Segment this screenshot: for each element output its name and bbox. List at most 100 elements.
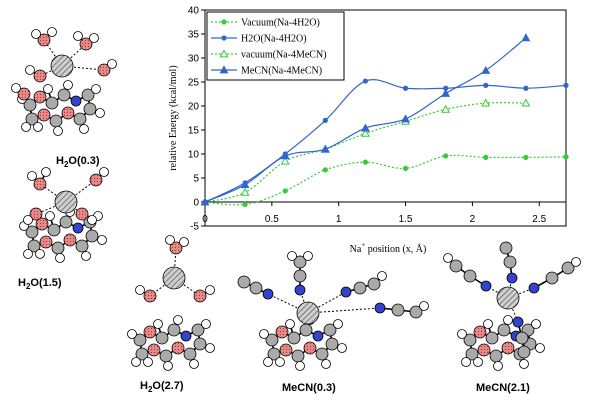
atom-C (465, 347, 479, 361)
legend-marker (221, 19, 227, 25)
legend-marker (221, 35, 227, 41)
atom-H (131, 357, 141, 367)
atom-C (133, 333, 147, 347)
atom-H (419, 301, 429, 311)
atom-H (135, 285, 145, 295)
atom-O (17, 87, 31, 101)
data-point (362, 78, 369, 84)
atom-C (83, 102, 97, 116)
data-point (200, 197, 210, 206)
atom-H (503, 315, 513, 325)
atom-Na (496, 286, 520, 310)
data-point (441, 88, 451, 97)
atom-H (461, 357, 471, 367)
atom-C (515, 331, 529, 345)
atom-H (11, 83, 21, 93)
atom-H (333, 319, 343, 329)
structure-label-mecn-0.3: MeCN(0.3) (282, 382, 336, 394)
atom-C (503, 255, 517, 269)
atom-C (51, 241, 65, 255)
data-point (360, 123, 370, 132)
data-point (320, 144, 330, 153)
legend-marker (219, 65, 229, 74)
x-tick-label: 1 (336, 214, 342, 225)
atom-C (409, 305, 423, 319)
atom-H (31, 29, 41, 39)
structure-label-h2o-2.7: H2O(2.7) (140, 380, 184, 395)
atom-H (285, 319, 295, 329)
legend: Vacuum(Na-4H2O) H2O(Na-4H2O) vacuum(Na-4Me… (206, 11, 345, 81)
atom-C (57, 88, 71, 102)
atom-H (127, 329, 137, 339)
atom-C (75, 239, 89, 253)
atom-O (61, 106, 75, 120)
atom-N (340, 286, 352, 298)
legend-label: H2O(Na-4H2O) (241, 34, 307, 45)
atom-O (303, 341, 317, 355)
atom-C (159, 349, 173, 363)
atom-H (95, 108, 105, 118)
atom-O (33, 69, 47, 83)
series-2 (200, 98, 531, 206)
atom-O (33, 177, 47, 191)
atom-H (81, 251, 91, 261)
atom-O (97, 63, 111, 77)
data-point (523, 85, 529, 91)
atom-H (91, 84, 101, 94)
atom-C (191, 323, 205, 337)
atom-O (147, 343, 161, 357)
coordination-bond (267, 293, 309, 314)
atom-H (201, 319, 211, 329)
atom-H (179, 237, 189, 247)
atom-O (169, 241, 183, 255)
atom-H (79, 124, 89, 134)
atom-C (489, 349, 503, 363)
series-1 (202, 78, 569, 205)
atom-H (43, 84, 53, 94)
atom-H (377, 271, 387, 281)
atom-H (35, 249, 45, 259)
atom-H (107, 59, 117, 69)
data-point (401, 114, 411, 123)
atom-C (545, 271, 559, 285)
data-point (240, 187, 250, 196)
data-point (523, 154, 529, 160)
legend-label: MeCN(Na-4MeCN) (241, 66, 322, 77)
series-3 (200, 33, 531, 206)
atom-Na (54, 190, 78, 214)
atom-H (473, 357, 483, 367)
x-tick-label: 1.5 (399, 214, 413, 225)
atom-C (249, 281, 263, 295)
atom-H (33, 122, 43, 132)
atom-C (167, 323, 181, 337)
structure-mecn-2.1 (443, 241, 581, 371)
data-point (402, 85, 409, 91)
atom-O (193, 289, 207, 303)
data-point (240, 180, 250, 189)
atom-C (59, 215, 73, 229)
atom-H (87, 215, 97, 225)
x-tick-label: 2.5 (532, 214, 546, 225)
data-point (362, 159, 369, 165)
atom-H (23, 215, 33, 225)
atom-C (27, 239, 41, 253)
atom-H (321, 359, 331, 369)
atom-H (173, 315, 183, 325)
atom-O (143, 289, 157, 303)
data-point (322, 117, 328, 123)
atom-O (89, 173, 103, 187)
data-point (563, 82, 569, 88)
structure-label-h2o-0.3: H2O(0.3) (56, 155, 100, 170)
atom-H (457, 329, 467, 339)
atom-H (25, 65, 35, 75)
atom-O (33, 90, 47, 104)
atom-H (295, 361, 305, 371)
atom-O (171, 341, 185, 355)
atom-H (23, 249, 33, 259)
y-tick-label: 25 (188, 78, 200, 89)
legend-label: Vacuum(Na-4H2O) (241, 18, 320, 29)
atom-H (99, 167, 109, 177)
atom-C (449, 259, 463, 273)
x-axis-label: Na+ position (x, Å) (350, 241, 427, 255)
atom-H (263, 357, 273, 367)
